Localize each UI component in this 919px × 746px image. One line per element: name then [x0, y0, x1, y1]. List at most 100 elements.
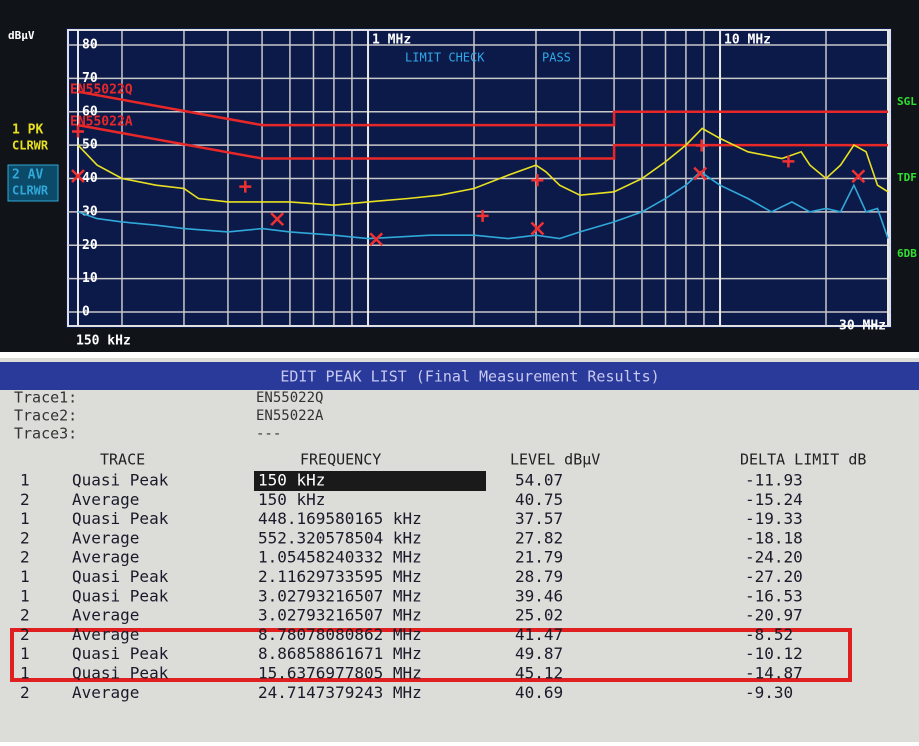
table-cell: -16.53 — [745, 586, 803, 605]
highlight-box — [10, 628, 852, 682]
trace-value: --- — [256, 426, 281, 442]
table-cell: 150 kHz — [258, 471, 325, 490]
marker — [531, 174, 544, 187]
table-cell: 1 — [20, 471, 30, 490]
table-cell: -19.33 — [745, 509, 803, 528]
trace-line — [77, 170, 889, 240]
table-cell: -24.20 — [745, 548, 803, 567]
table-cell: -18.18 — [745, 528, 803, 547]
table-cell: Average — [72, 548, 139, 567]
marker — [239, 180, 252, 193]
side-label: TDF — [897, 171, 917, 184]
marker — [693, 166, 708, 181]
title-bar — [0, 362, 919, 390]
table-cell: 54.07 — [515, 471, 563, 490]
table-cell: Average — [72, 490, 139, 509]
table-cell: 2 — [20, 528, 30, 547]
marker — [476, 209, 489, 222]
legend-label: EN55022A — [70, 115, 133, 130]
marker — [369, 232, 384, 247]
x-tick-label: 10 MHz — [724, 33, 771, 48]
table-cell: -20.97 — [745, 606, 803, 625]
y-tick-label: 50 — [82, 138, 98, 153]
y-tick-label: 40 — [82, 171, 98, 186]
table-cell: 552.320578504 kHz — [258, 528, 422, 547]
table-cell: -27.20 — [745, 567, 803, 586]
marker — [72, 125, 84, 138]
table-cell: 8.78078080862 MHz — [258, 625, 422, 644]
trace-label: Trace2: — [14, 407, 77, 425]
marker — [851, 169, 866, 184]
table-cell: 2 — [20, 548, 30, 567]
y-tick-label: 60 — [82, 104, 98, 119]
column-header: FREQUENCY — [300, 451, 381, 469]
table-cell: -10.12 — [745, 644, 803, 663]
table-cell: 40.75 — [515, 490, 563, 509]
table-cell: 39.46 — [515, 586, 563, 605]
table-cell: Quasi Peak — [72, 567, 169, 586]
side-label: 6DB — [897, 247, 917, 260]
marker — [695, 139, 708, 152]
table-cell: 2 — [20, 625, 30, 644]
table-cell: 3.02793216507 MHz — [258, 586, 422, 605]
table-cell: 2 — [20, 490, 30, 509]
table-cell: Average — [72, 528, 139, 547]
limit-check: LIMIT CHECK — [405, 51, 485, 65]
table-cell: -11.93 — [745, 471, 803, 490]
table-cell: 21.79 — [515, 548, 563, 567]
y-axis-label: dBµV — [8, 29, 35, 42]
table-cell: 3.02793216507 MHz — [258, 606, 422, 625]
y-tick-label: 20 — [82, 238, 98, 253]
legend-label: 2 AV — [12, 168, 43, 183]
marker — [782, 155, 795, 168]
table-title: EDIT PEAK LIST (Final Measurement Result… — [280, 368, 659, 386]
legend-mode: CLRWR — [12, 139, 49, 153]
table-cell: 1 — [20, 509, 30, 528]
table-cell: -14.87 — [745, 664, 803, 683]
marker — [71, 169, 85, 183]
table-cell: Quasi Peak — [72, 586, 169, 605]
table-cell: 2 — [20, 683, 30, 702]
trace-line — [77, 127, 889, 207]
table-cell: 28.79 — [515, 567, 563, 586]
table-cell: 41.47 — [515, 625, 563, 644]
trace-label: Trace1: — [14, 389, 77, 407]
table-cell: 1 — [20, 567, 30, 586]
y-tick-label: 10 — [82, 271, 98, 286]
table-cell: 150 kHz — [258, 490, 325, 509]
table-cell: Average — [72, 683, 139, 702]
trace-line — [77, 90, 888, 127]
y-tick-label: 0 — [82, 305, 90, 320]
x-tick-label: 30 MHz — [839, 319, 886, 334]
table-cell: -15.24 — [745, 490, 803, 509]
table-cell: 25.02 — [515, 606, 563, 625]
table-cell: 1 — [20, 664, 30, 683]
table-cell: 37.57 — [515, 509, 563, 528]
x-tick-label: 1 MHz — [372, 33, 411, 48]
table-cell: -8.52 — [745, 625, 793, 644]
table-cell: 15.6376977805 MHz — [258, 664, 422, 683]
table-cell: Average — [72, 606, 139, 625]
table-cell: 24.7147379243 MHz — [258, 683, 422, 702]
table-cell: 27.82 — [515, 528, 563, 547]
marker — [530, 221, 545, 236]
selected-cell — [254, 471, 486, 491]
table-cell: 45.12 — [515, 664, 563, 683]
table-cell: Quasi Peak — [72, 664, 169, 683]
legend-mode: CLRWR — [12, 184, 49, 198]
trace-value: EN55022Q — [256, 390, 323, 406]
y-tick-label: 80 — [82, 38, 98, 53]
table-cell: Quasi Peak — [72, 644, 169, 663]
table-cell: 1 — [20, 644, 30, 663]
table-cell: Average — [72, 625, 139, 644]
table-cell: 1 — [20, 586, 30, 605]
table-cell: -9.30 — [745, 683, 793, 702]
x-tick-label: 150 kHz — [76, 334, 131, 349]
table-cell: Quasi Peak — [72, 509, 169, 528]
y-tick-label: 70 — [82, 71, 98, 86]
table-cell: 448.169580165 kHz — [258, 509, 422, 528]
limit-result: PASS — [542, 51, 571, 65]
side-label: SGL — [897, 95, 917, 108]
